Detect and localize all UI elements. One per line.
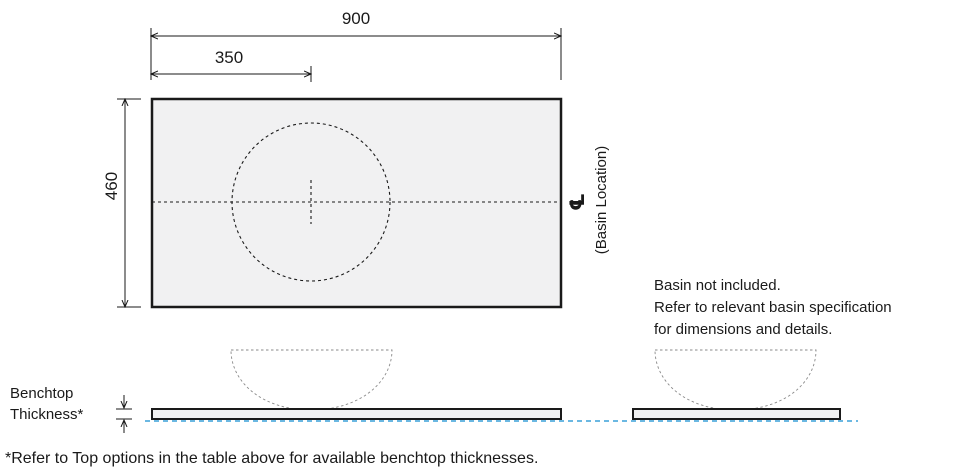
benchtop-outline — [150, 97, 563, 309]
basin-profile-dashed-right — [654, 349, 817, 411]
dimension-label-460: 460 — [102, 172, 121, 200]
centreline-symbol: ℄ — [567, 193, 589, 211]
basin-profile-dashed — [230, 349, 393, 411]
dimension-label-900: 900 — [342, 9, 370, 28]
thickness-label-line-1: Benchtop — [10, 385, 73, 402]
basin-note-line-1: Basin not included. — [654, 277, 781, 294]
dimension-depth: 460 — [102, 99, 141, 307]
front-elevation-right — [632, 349, 841, 420]
benchtop-plan-view — [150, 97, 563, 309]
dimension-overall-width: 900 — [151, 9, 561, 80]
benchtop-elevation — [151, 408, 562, 420]
dimension-basin-offset: 350 — [151, 48, 311, 82]
benchtop-elevation-right — [632, 408, 841, 420]
basin-note: Basin not included. Refer to relevant ba… — [654, 277, 892, 338]
basin-note-line-2: Refer to relevant basin specification — [654, 299, 892, 316]
centreline-annotation: ℄ (Basin Location) — [567, 146, 610, 254]
basin-location-label: (Basin Location) — [593, 146, 610, 254]
footnote: *Refer to Top options in the table above… — [5, 450, 538, 467]
dimension-label-350: 350 — [215, 48, 243, 67]
thickness-dimension: Benchtop Thickness* — [10, 385, 132, 433]
front-elevation-left — [151, 349, 562, 420]
basin-note-line-3: for dimensions and details. — [654, 321, 832, 338]
thickness-label-line-2: Thickness* — [10, 406, 84, 423]
